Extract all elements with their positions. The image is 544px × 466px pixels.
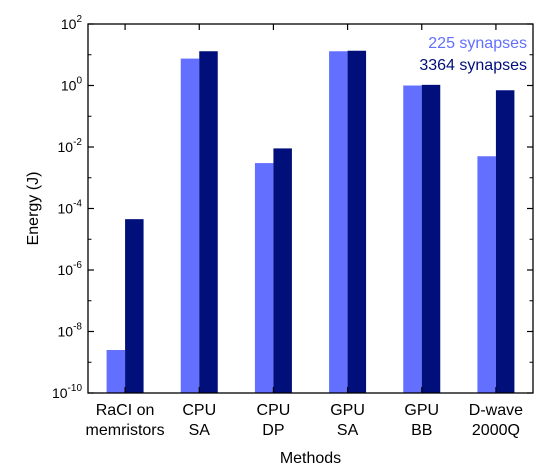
y-tick-label: 10-2 — [58, 137, 83, 155]
legend: 225 synapses 3364 synapses — [419, 35, 527, 74]
y-axis-label: Energy (J) — [25, 172, 42, 246]
bar-series2-2 — [273, 148, 292, 393]
y-tick-label: 102 — [61, 14, 83, 32]
y-axis-ticks: 10-10 10-8 10-6 10-4 10-2 100 102 — [52, 14, 533, 401]
y-tick-label: 10-6 — [58, 260, 83, 278]
x-tick-label: RaCI on — [96, 402, 155, 419]
x-axis-label: Methods — [280, 450, 341, 466]
y-tick-label: 10-4 — [58, 199, 83, 217]
bar-series1-3 — [329, 51, 348, 393]
x-tick-label: 2000Q — [472, 422, 520, 439]
bars-group — [106, 50, 515, 394]
bar-series1-5 — [477, 156, 496, 393]
x-tick-label: BB — [411, 422, 432, 439]
legend-entry-2: 3364 synapses — [419, 57, 527, 74]
bar-series1-2 — [254, 163, 274, 393]
y-tick-label: 10-8 — [58, 322, 83, 340]
x-tick-label: memristors — [86, 422, 165, 439]
x-tick-label: CPU — [182, 402, 216, 419]
bar-series2-4 — [421, 84, 441, 393]
bar-series1-1 — [180, 58, 200, 394]
bar-series2-3 — [347, 50, 367, 394]
x-tick-label: DP — [262, 422, 284, 439]
x-tick-label: SA — [189, 422, 211, 439]
x-tick-label: D-wave — [469, 402, 523, 419]
y-tick-label: 10-10 — [52, 383, 82, 401]
y-tick-label: 100 — [61, 76, 83, 94]
bar-series1-0 — [106, 350, 126, 393]
legend-entry-1: 225 synapses — [428, 35, 527, 52]
x-tick-label: GPU — [330, 402, 365, 419]
x-tick-label: SA — [337, 422, 359, 439]
plot-frame — [87, 23, 534, 394]
bar-series1-4 — [403, 85, 422, 393]
x-tick-label: GPU — [404, 402, 439, 419]
bar-series2-0 — [125, 219, 144, 393]
x-tick-label: CPU — [257, 402, 291, 419]
x-axis-ticks: RaCI on memristors CPU SA CPU DP GPU SA GPU BB D-w… — [86, 24, 523, 439]
bar-series2-5 — [495, 90, 515, 393]
bar-series2-1 — [199, 51, 218, 393]
